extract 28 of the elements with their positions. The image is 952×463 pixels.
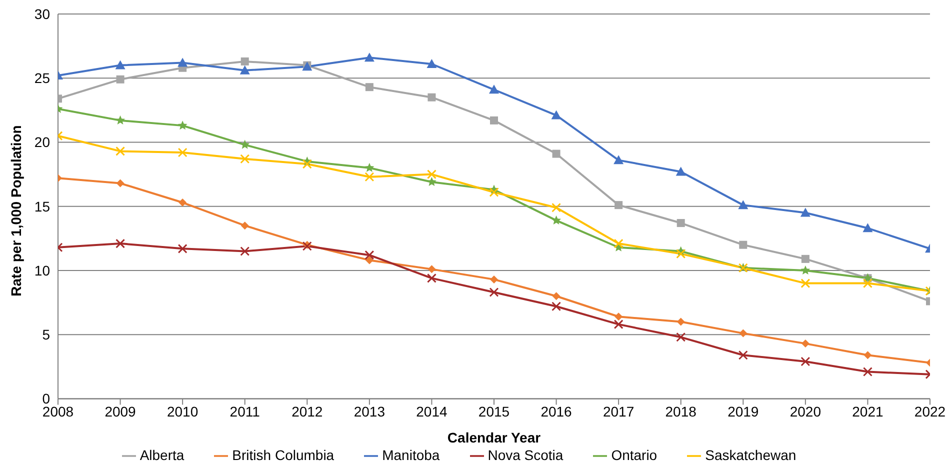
x-tick-label: 2013 — [354, 404, 386, 420]
y-tick-label: 30 — [34, 6, 50, 22]
x-tick-label: 2009 — [104, 404, 136, 420]
x-tick-label: 2021 — [852, 404, 884, 420]
x-tick-label: 2020 — [790, 404, 822, 420]
x-tick-label: 2014 — [416, 404, 448, 420]
legend-label: Nova Scotia — [488, 446, 564, 463]
y-tick-label: 15 — [34, 198, 50, 214]
x-axis-title: Calendar Year — [447, 430, 542, 446]
x-tick-label: 2022 — [914, 404, 946, 420]
legend-label: British Columbia — [232, 446, 334, 463]
x-tick-label: 2016 — [540, 404, 572, 420]
y-tick-label: 20 — [34, 134, 50, 150]
legend-label: Ontario — [611, 446, 658, 463]
x-tick-label: 2019 — [728, 404, 759, 420]
y-axis-title: Rate per 1,000 Population — [8, 125, 24, 296]
x-tick-label: 2018 — [665, 404, 697, 420]
x-tick-label: 2011 — [230, 404, 260, 420]
y-tick-label: 25 — [34, 70, 50, 86]
legend-label: Manitoba — [382, 446, 440, 463]
legend-label: Saskatchewan — [705, 446, 796, 463]
x-tick-label: 2010 — [166, 404, 198, 420]
x-tick-label: 2012 — [292, 404, 323, 420]
y-tick-label: 10 — [34, 262, 50, 278]
x-tick-label: 2017 — [602, 404, 634, 420]
x-tick-label: 2015 — [478, 404, 510, 420]
y-tick-label: 5 — [42, 326, 50, 343]
legend-label: Alberta — [140, 446, 184, 463]
